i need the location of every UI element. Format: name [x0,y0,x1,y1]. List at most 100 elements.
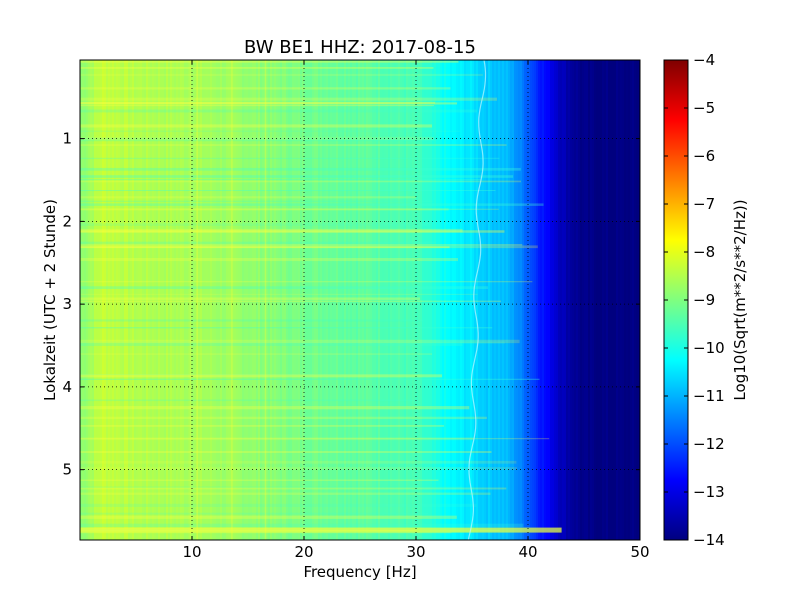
y-axis: 1 2 3 4 5 [62,130,640,479]
heatmap-band [80,124,433,128]
heatmap-column [328,60,331,540]
heatmap-column [470,60,473,540]
heatmap-column [426,60,429,540]
heatmap-band [80,130,461,132]
heatmap-column [380,60,383,540]
heatmap-column [520,60,523,540]
heatmap-band [80,512,429,515]
x-tick-label: 30 [406,543,425,561]
heatmap-column [556,60,559,540]
heatmap-band [80,416,487,420]
heatmap-column [566,60,569,540]
grid [80,60,640,540]
heatmap-column [418,60,421,540]
y-tick-label: 5 [62,461,72,479]
y-tick-label: 4 [62,378,72,396]
heatmap-column [442,60,445,540]
heatmap-column [302,60,305,540]
heatmap-column [206,60,209,540]
heatmap-column [624,60,627,540]
heatmap-column [602,60,605,540]
heatmap-column [342,60,345,540]
heatmap-band [80,73,483,77]
heatmap-column [84,60,87,540]
heatmap-column [110,60,113,540]
heatmap-column [568,60,571,540]
heatmap-column [486,60,489,540]
heatmap-column [366,60,369,540]
spectrogram [80,60,640,540]
heatmap-column [412,60,415,540]
heatmap-column [254,60,257,540]
heatmap-column [140,60,143,540]
heatmap-column [116,60,119,540]
heatmap-column [502,60,505,540]
heatmap-column [290,60,293,540]
chart-title: BW BE1 HHZ: 2017-08-15 [244,37,476,58]
heatmap-band [80,241,436,244]
heatmap-column [354,60,357,540]
heatmap-streak [196,60,198,540]
heatmap-column [170,60,173,540]
heatmap-column [604,60,607,540]
heatmap-column [392,60,395,540]
heatmap-column [494,60,497,540]
heatmap-column [522,60,525,540]
heatmap-column [452,60,455,540]
heatmap-column [614,60,617,540]
heatmap-column [422,60,425,540]
heatmap-column [82,60,85,540]
heatmap-column [288,60,291,540]
heatmap-band [80,339,520,344]
heatmap-band [80,101,436,104]
heatmap-band [80,242,429,245]
heatmap-band [80,406,470,410]
heatmap-column [142,60,145,540]
heatmap-column [578,60,581,540]
x-tick-label: 10 [182,543,201,561]
x-tick-label: 20 [294,543,313,561]
heatmap-column [86,60,89,540]
heatmap-column [204,60,207,540]
heatmap-column [332,60,335,540]
heatmap-column [468,60,471,540]
heatmap-column [636,60,639,540]
heatmap-band [80,179,481,181]
heatmap-column [218,60,221,540]
heatmap-column [608,60,611,540]
heatmap-column [464,60,467,540]
heatmap-column [186,60,189,540]
heatmap-column [338,60,341,540]
heatmap-column [406,60,409,540]
heatmap-column [324,60,327,540]
heatmap-band [80,451,492,453]
heatmap-column [378,60,381,540]
heatmap-column [322,60,325,540]
heatmap-strong-band [80,527,562,533]
heatmap-column [272,60,275,540]
heatmap-column [334,60,337,540]
heatmap-column [454,60,457,540]
heatmap-column [528,60,531,540]
heatmap-column [504,60,507,540]
heatmap-column [530,60,533,540]
heatmap-column [230,60,233,540]
colorbar-tick-label: −5 [693,99,715,117]
heatmap-column [294,60,297,540]
heatmap-column [598,60,601,540]
y-tick-label: 3 [62,295,72,313]
heatmap-band [80,293,478,295]
heatmap-column [346,60,349,540]
heatmap-column [496,60,499,540]
heatmap-column [430,60,433,540]
heatmap-band [80,437,474,441]
heatmap-column [360,60,363,540]
heatmap-column [260,60,263,540]
heatmap-column [212,60,215,540]
heatmap-column [266,60,269,540]
heatmap-column [404,60,407,540]
heatmap-column [244,60,247,540]
heatmap-column [462,60,465,540]
heatmap-column [382,60,385,540]
heatmap-column [202,60,205,540]
